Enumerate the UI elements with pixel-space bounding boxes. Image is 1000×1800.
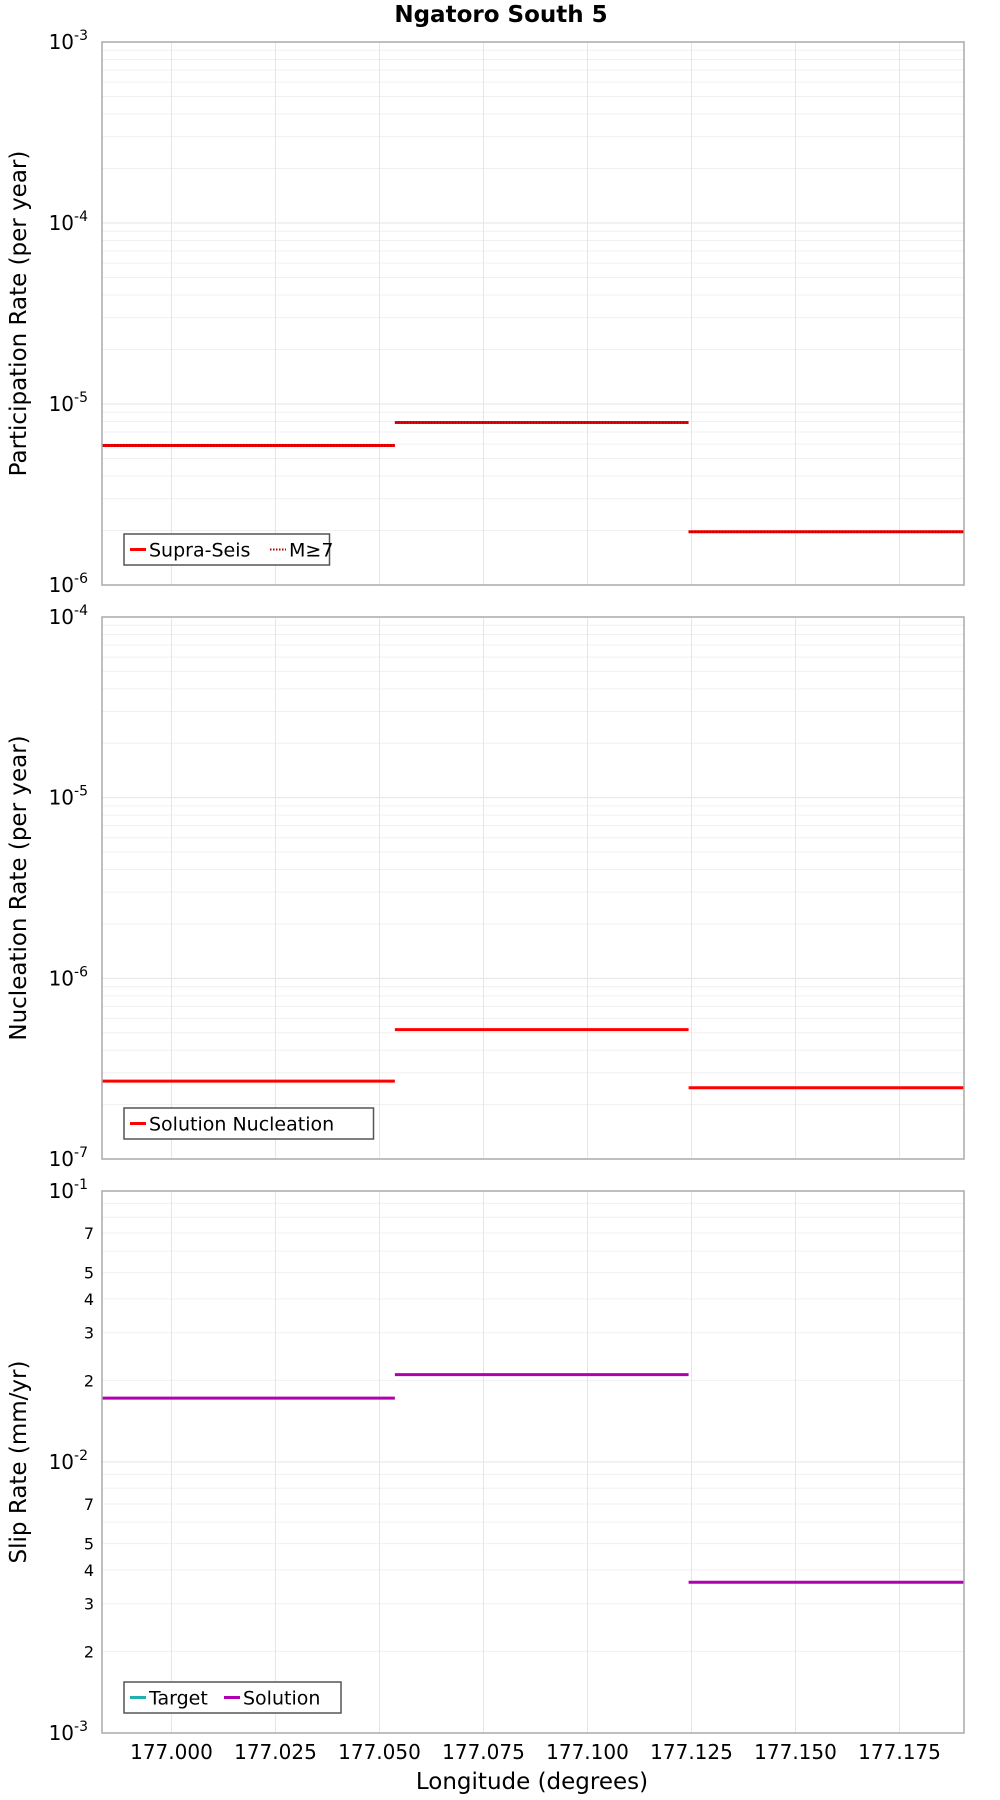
y-minor-tick-label: 3 (84, 1324, 94, 1343)
y-minor-tick-label: 4 (84, 1561, 94, 1580)
legend-label: Solution (243, 1688, 320, 1710)
legend: Target Solution (123, 1681, 342, 1714)
plot-frame (101, 41, 965, 586)
legend-label: M≥7 (289, 540, 333, 562)
legend-box (123, 1107, 375, 1140)
legend-label: Supra-Seis (149, 540, 250, 562)
x-tick-label: 177.050 (338, 1740, 421, 1764)
y-axis-label: Nucleation Rate (per year) (6, 735, 32, 1040)
y-tick-label: 10-7 (49, 1145, 88, 1171)
legend: Solution Nucleation (123, 1107, 375, 1140)
y-minor-tick-label: 5 (84, 1264, 94, 1283)
y-minor-tick-label: 2 (84, 1642, 94, 1661)
legend-box (123, 533, 331, 566)
y-minor-tick-label: 7 (84, 1224, 94, 1243)
plot-frame (101, 616, 965, 1160)
x-tick-label: 177.100 (546, 1740, 629, 1764)
y-tick-label: 10-4 (49, 603, 89, 629)
y-minor-tick-label: 2 (84, 1371, 94, 1390)
y-minor-tick-label: 4 (84, 1290, 94, 1309)
panels: 10-3 10-4 10-5 10-6 Participation Rate (per … (6, 28, 965, 1764)
x-tick-label: 177.025 (234, 1740, 317, 1764)
y-minor-tick-label: 3 (84, 1595, 94, 1614)
x-tick-label: 177.075 (442, 1740, 525, 1764)
y-tick-label: 10-3 (49, 28, 88, 54)
panel-participation: 10-3 10-4 10-5 10-6 Participation Rate (per … (6, 28, 965, 597)
legend: Supra-Seis M≥7 (123, 533, 333, 566)
y-tick-label: 10-2 (49, 1448, 88, 1474)
y-tick-label: 10-4 (49, 209, 89, 235)
y-tick-label: 10-3 (49, 1719, 88, 1745)
y-tick-label: 10-5 (49, 784, 88, 810)
plot-frame (101, 1190, 965, 1734)
x-axis-label: Longitude (degrees) (416, 1769, 648, 1795)
panel-nucleation: 10-4 10-5 10-6 10-7 Nucleation Rate (per yea… (6, 603, 965, 1171)
y-tick-label: 10-5 (49, 390, 88, 416)
y-minor-tick-label: 7 (84, 1495, 94, 1514)
y-axis-label: Slip Rate (mm/yr) (6, 1361, 32, 1564)
y-axis-label: Participation Rate (per year) (6, 151, 32, 477)
panel-slip: 10-1 10-2 10-3 7 5 4 3 2 7 5 4 3 2 Slip Rate (mm/yr) T… (6, 1177, 965, 1745)
x-tick-label: 177.125 (650, 1740, 733, 1764)
y-tick-label: 10-1 (49, 1177, 88, 1203)
x-axis: 177.000 177.025 177.050 177.075 177.100 177.1… (130, 1740, 941, 1764)
x-tick-label: 177.000 (130, 1740, 213, 1764)
legend-label: Target (148, 1688, 208, 1710)
y-tick-label: 10-6 (49, 571, 89, 597)
y-minor-tick-label: 5 (84, 1535, 94, 1554)
y-tick-label: 10-6 (49, 964, 89, 990)
chart-title: Ngatoro South 5 (394, 2, 607, 28)
x-tick-label: 177.175 (858, 1740, 941, 1764)
legend-label: Solution Nucleation (149, 1114, 334, 1136)
x-tick-label: 177.150 (754, 1740, 837, 1764)
